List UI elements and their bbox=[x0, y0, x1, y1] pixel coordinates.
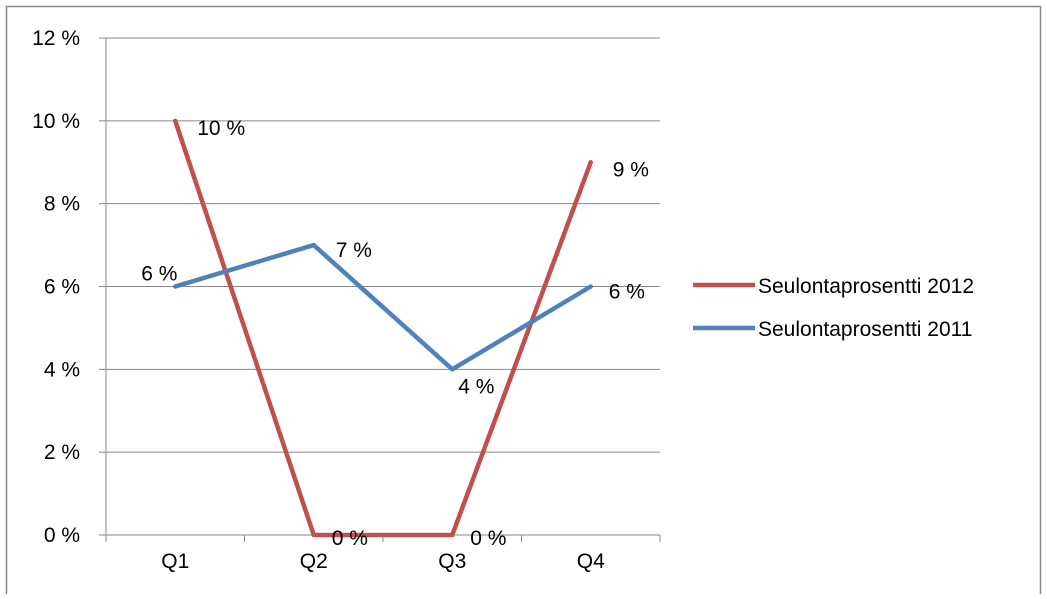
gridlines bbox=[106, 37, 660, 453]
x-tick-label: Q1 bbox=[161, 550, 189, 573]
data-labels: 10 % 0 % 0 % 9 % 6 % 7 % 4 % 6 % bbox=[141, 117, 649, 550]
legend-label: Seulontaprosentti 2012 bbox=[758, 275, 974, 298]
data-label: 6 % bbox=[609, 281, 645, 304]
data-label: 6 % bbox=[141, 263, 177, 286]
data-label: 10 % bbox=[197, 117, 245, 140]
legend: Seulontaprosentti 2012 Seulontaprosentti … bbox=[693, 275, 974, 341]
y-tick-label: 4 % bbox=[44, 358, 80, 381]
data-label: 7 % bbox=[336, 239, 372, 262]
series-line-2 bbox=[173, 242, 593, 372]
series-lines bbox=[173, 118, 593, 538]
series-line-1 bbox=[173, 118, 593, 538]
data-label: 4 % bbox=[458, 375, 494, 398]
x-tick-label: Q2 bbox=[300, 550, 328, 573]
y-tick-label: 2 % bbox=[44, 441, 80, 464]
data-label: 0 % bbox=[332, 527, 368, 550]
y-tick-label: 6 % bbox=[44, 276, 80, 299]
data-label: 0 % bbox=[470, 527, 506, 550]
x-tick-label: Q4 bbox=[577, 550, 605, 573]
y-tick-label: 12 % bbox=[32, 27, 80, 50]
x-tick-label: Q3 bbox=[438, 550, 466, 573]
chart-border bbox=[5, 5, 1042, 599]
y-tick-label: 8 % bbox=[44, 193, 80, 216]
legend-label: Seulontaprosentti 2011 bbox=[758, 318, 972, 341]
y-tick-label: 0 % bbox=[44, 524, 80, 547]
y-tick-label: 10 % bbox=[32, 110, 80, 133]
data-label: 9 % bbox=[613, 158, 649, 181]
